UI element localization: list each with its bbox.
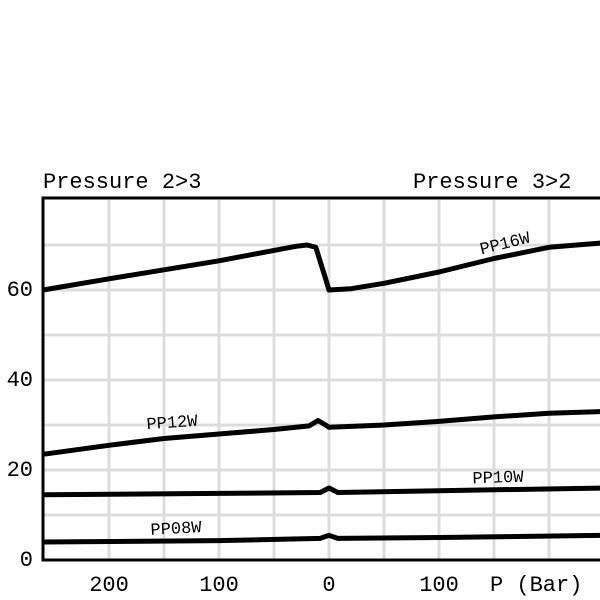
series-line <box>42 532 600 545</box>
series-line <box>42 485 600 498</box>
right-title: Pressure 3>2 <box>413 170 571 195</box>
series-line <box>42 409 600 457</box>
x-tick-label: 100 <box>199 573 239 598</box>
x-axis-label: P (Bar) <box>490 573 582 598</box>
series-label: PP10W <box>472 469 524 490</box>
series-label: PP08W <box>150 519 203 541</box>
y-tick-label: 60 <box>7 278 33 303</box>
y-tick-label: 0 <box>20 548 33 573</box>
plot-frame <box>41 196 600 562</box>
y-tick-label: 40 <box>7 368 33 393</box>
x-tick-label: 100 <box>419 573 459 598</box>
series-label: PP12W <box>146 413 199 436</box>
x-tick-label: 0 <box>322 573 335 598</box>
series-line <box>42 240 600 293</box>
y-tick-label: 20 <box>7 458 33 483</box>
left-title: Pressure 2>3 <box>43 170 201 195</box>
x-tick-label: 200 <box>89 573 129 598</box>
